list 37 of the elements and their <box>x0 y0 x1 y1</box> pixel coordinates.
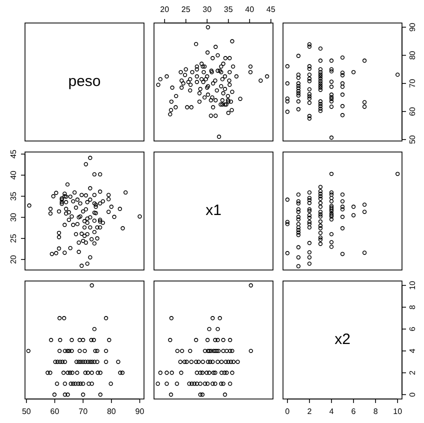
y-tick-label: 70 <box>408 78 418 88</box>
x-tick-label: 50 <box>22 407 32 416</box>
y-tick-label: 45 <box>9 149 18 159</box>
x-tick-label: 6 <box>351 407 356 416</box>
text: x2 <box>334 330 350 348</box>
x-tick-label: 80 <box>106 407 116 416</box>
y-tick-label: 40 <box>9 170 18 180</box>
y-tick-label: 10 <box>408 280 418 290</box>
y-tick-label: 30 <box>9 212 18 222</box>
x-tick-label: 40 <box>245 5 255 14</box>
y-tick-label: 50 <box>408 134 418 144</box>
y-tick-label: 2 <box>408 370 418 376</box>
x-tick-label: 2 <box>307 407 312 416</box>
x-tick-label: 20 <box>160 5 170 14</box>
y-tick-label: 35 <box>9 191 18 201</box>
y-tick-label: 60 <box>408 106 418 116</box>
x-tick-label: 25 <box>181 5 191 14</box>
x-tick-label: 0 <box>285 407 290 416</box>
y-tick-label: 20 <box>9 254 18 264</box>
y-tick-label: 25 <box>9 233 18 243</box>
y-tick-label: 6 <box>408 326 418 332</box>
x-tick-label: 30 <box>202 5 212 14</box>
x-tick-label: 35 <box>224 5 234 14</box>
y-tick-label: 8 <box>408 304 418 310</box>
x-tick-label: 45 <box>266 5 276 14</box>
x-tick-label: 90 <box>135 407 145 416</box>
x-tick-label: 70 <box>78 407 88 416</box>
text: peso <box>68 72 101 90</box>
y-tick-label: 80 <box>408 50 418 60</box>
y-tick-label: 0 <box>408 392 418 397</box>
x-tick-label: 8 <box>373 407 378 416</box>
x-tick-label: 60 <box>50 407 60 416</box>
y-tick-label: 4 <box>408 348 418 354</box>
text: x1 <box>206 202 222 219</box>
x-tick-label: 10 <box>393 407 403 416</box>
x-tick-label: 4 <box>329 407 334 416</box>
y-tick-label: 90 <box>408 22 418 32</box>
